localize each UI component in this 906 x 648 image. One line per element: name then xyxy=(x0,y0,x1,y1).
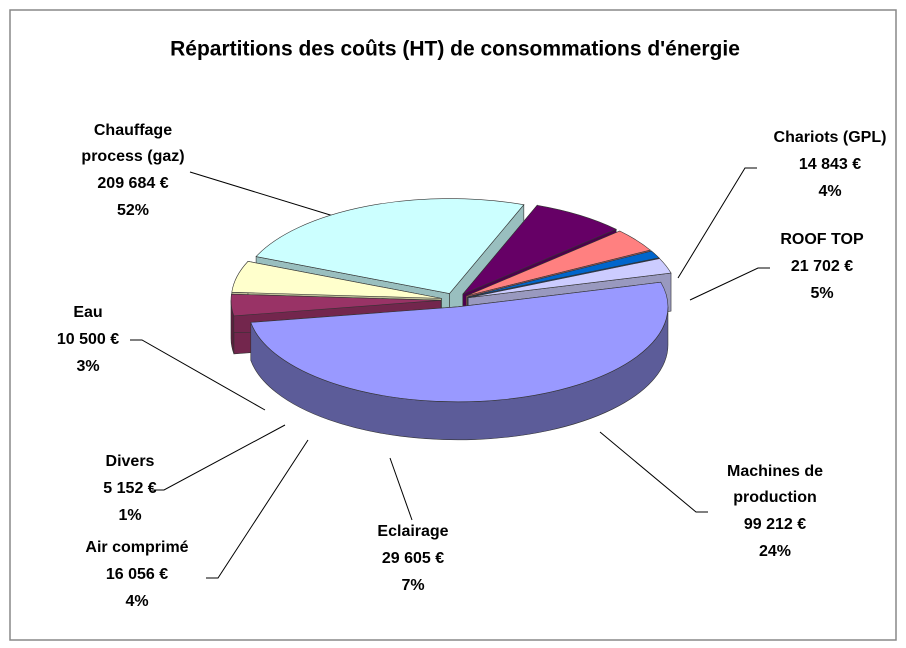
slice-label: Eclairage 29 605 € 7% xyxy=(328,519,498,599)
leader-line xyxy=(189,171,341,219)
leader-line xyxy=(389,457,413,521)
slice-top xyxy=(231,261,442,299)
value-label: 14 843 € xyxy=(798,156,862,173)
percentage-label: 3% xyxy=(76,358,100,375)
value-label: 99 212 € xyxy=(743,516,807,533)
slice-label: Chariots (GPL) 14 843 € 4% xyxy=(745,125,906,205)
leader-line xyxy=(689,267,770,301)
value-label: 29 605 € xyxy=(381,550,445,567)
category-label: Divers xyxy=(105,453,155,470)
percentage-label: 5% xyxy=(810,285,834,302)
slice-top xyxy=(250,281,669,403)
value-label: 10 500 € xyxy=(56,331,120,348)
category-label: Air comprimé xyxy=(85,539,189,556)
slice-label: ROOF TOP 21 702 € 5% xyxy=(737,227,906,307)
leader-line xyxy=(130,339,266,411)
leader-lines xyxy=(130,167,770,579)
category-label: Eau xyxy=(73,304,103,321)
percentage-label: 4% xyxy=(818,183,842,200)
leader-line xyxy=(599,431,708,513)
category-label: ROOF TOP xyxy=(780,231,864,248)
slice-label: Air comprimé 16 056 € 4% xyxy=(52,535,222,615)
percentage-label: 52% xyxy=(116,202,150,219)
leader-line xyxy=(206,439,309,579)
slice-label: Machines de production 99 212 € 24% xyxy=(690,459,860,565)
value-label: 5 152 € xyxy=(103,480,157,497)
percentage-label: 7% xyxy=(401,577,425,594)
slice-label: Chauffage process (gaz) 209 684 € 52% xyxy=(48,118,218,224)
percentage-label: 24% xyxy=(758,543,792,560)
slice xyxy=(250,281,669,441)
leader-line xyxy=(152,424,286,491)
category-label: Chauffage process (gaz) xyxy=(81,122,185,165)
percentage-label: 1% xyxy=(118,507,142,524)
slice-top xyxy=(230,293,442,317)
slice-top xyxy=(255,198,525,294)
leader-line xyxy=(677,167,757,279)
category-label: Chariots (GPL) xyxy=(773,129,887,146)
category-label: Eclairage xyxy=(377,523,449,540)
slice-top xyxy=(462,205,617,295)
chart-title: Répartitions des coûts (HT) de consommat… xyxy=(170,38,740,61)
percentage-label: 4% xyxy=(125,593,149,610)
slice-label: Divers 5 152 € 1% xyxy=(45,449,215,529)
value-label: 16 056 € xyxy=(105,566,169,583)
value-label: 21 702 € xyxy=(790,258,854,275)
slice-top xyxy=(468,258,672,298)
slice-top xyxy=(467,250,660,298)
slice-top xyxy=(466,230,651,297)
category-label: Machines de production xyxy=(726,463,824,506)
slice-label: Eau 10 500 € 3% xyxy=(3,300,173,380)
value-label: 209 684 € xyxy=(97,175,169,192)
